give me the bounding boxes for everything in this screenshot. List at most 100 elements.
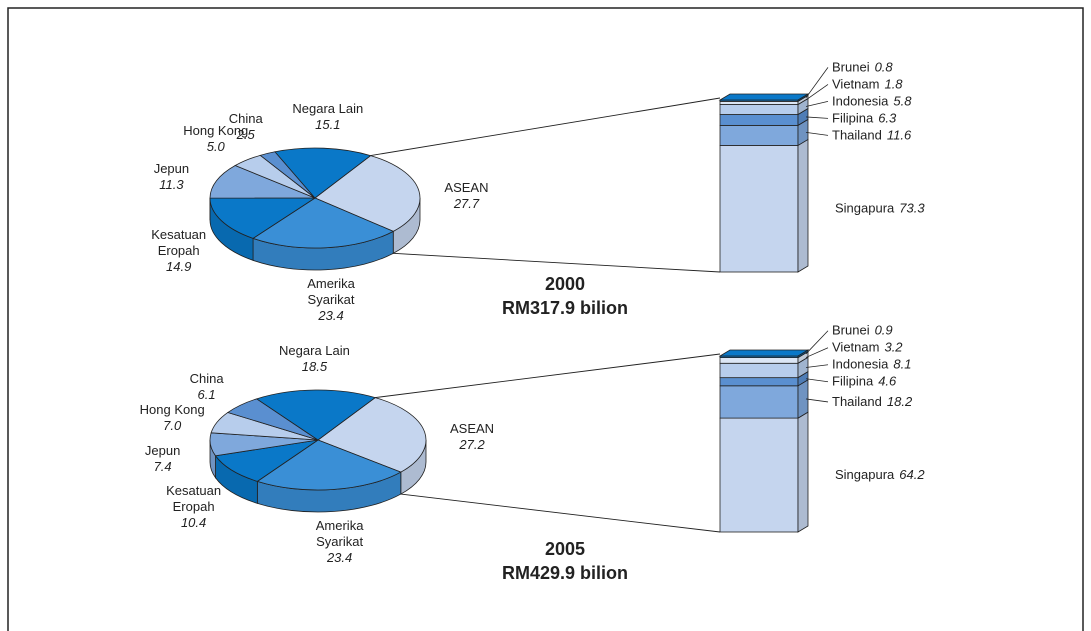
chart-subtitle: RM317.9 bilion [502, 298, 628, 318]
leader-line [805, 364, 829, 368]
bar-label: Vietnam 1.8 [832, 76, 903, 91]
bar-side-shade [798, 379, 808, 419]
slice-value: 5.0 [206, 138, 225, 154]
leader-line [805, 116, 829, 119]
slice [317, 397, 427, 473]
chart-subtitle: RM429.9 bilion [502, 563, 628, 583]
slice-label: Kesatuan Eropah 14.9 [140, 227, 218, 275]
slice-name: Jepun [144, 443, 181, 459]
slice-label: Hong Kong 5.0 [177, 123, 255, 155]
bar-side-shade [798, 371, 808, 386]
slice-value: 23.4 [326, 550, 353, 566]
slice-name: ASEAN [444, 180, 489, 196]
bar-side-shade [798, 98, 808, 115]
slice-side-shade [210, 440, 216, 478]
slice [314, 155, 421, 232]
bar-name: Vietnam [832, 76, 879, 91]
slice-name: Amerika Syarikat [307, 276, 355, 308]
slice-label: Jepun 11.3 [132, 161, 210, 193]
slice-label: ASEAN 27.7 [427, 180, 505, 212]
slice-label: Jepun 7.4 [124, 443, 202, 475]
slice-value: 11.3 [159, 177, 184, 193]
bar-segment [719, 100, 799, 105]
bar-name: Brunei [832, 323, 870, 338]
bar-segment [719, 104, 799, 115]
slice-side-shade [393, 198, 420, 254]
bar-label: Vietnam 3.2 [832, 340, 903, 355]
leader-line [805, 67, 829, 98]
slice [214, 439, 319, 482]
slice-label: ASEAN 27.2 [433, 421, 511, 453]
slice-name: ASEAN [450, 420, 495, 436]
slice-value: 6.1 [197, 386, 216, 402]
bar-side-shade [798, 95, 808, 105]
bar-value: 73.3 [899, 201, 925, 216]
slice-name: China [228, 110, 263, 126]
slice-value: 27.7 [453, 196, 480, 212]
bar-segment [719, 357, 799, 364]
bar-name: Thailand [832, 127, 882, 142]
slice [209, 165, 316, 199]
slice-label: Kesatuan Eropah 10.4 [155, 483, 233, 531]
slice-side-shade [257, 472, 401, 513]
bar-label: Thailand 11.6 [832, 127, 912, 142]
slice-label: Hong Kong 7.0 [133, 402, 211, 434]
bar-value: 0.9 [875, 323, 893, 338]
bar-name: Singapura [835, 467, 895, 482]
connector [400, 493, 721, 533]
slice-value: 10.4 [180, 514, 207, 530]
bar-top [718, 93, 810, 101]
bar-segment [719, 124, 799, 146]
bar-side-shade [798, 139, 808, 272]
bar-label: Thailand 18.2 [832, 394, 913, 409]
leader-line [805, 84, 829, 101]
slice-value: 2.5 [236, 126, 255, 142]
slice-label: Negara Lain 18.5 [275, 343, 353, 375]
bar-value: 5.8 [893, 93, 912, 108]
slice [256, 439, 402, 491]
slice-label: Amerika Syarikat 23.4 [301, 518, 379, 566]
bar-side-shade [798, 108, 808, 126]
bar-label: Singapura 64.2 [835, 467, 925, 482]
connector [375, 353, 721, 399]
connector [370, 97, 721, 157]
slice-side-shade [210, 198, 254, 261]
slice-label: Amerika Syarikat 23.4 [292, 276, 370, 324]
slice-name: Negara Lain [292, 101, 364, 117]
slice-name: Hong Kong [139, 402, 205, 418]
bar-value: 8.1 [893, 357, 911, 372]
bar-name: Thailand [832, 394, 882, 409]
slice-name: Kesatuan Eropah [166, 482, 222, 514]
bar-segment [719, 114, 799, 126]
bar-name: Indonesia [832, 93, 889, 108]
slice-value: 14.9 [166, 258, 192, 274]
slice-name: Amerika Syarikat [315, 518, 364, 550]
slice [274, 147, 372, 199]
slice [255, 389, 377, 441]
bar-name: Indonesia [832, 357, 889, 372]
slice [252, 197, 395, 249]
bar-side-shade [798, 119, 808, 146]
frame [7, 7, 1084, 631]
bar-side-shade [798, 412, 808, 532]
bar-name: Brunei [832, 59, 870, 74]
bar-name: Singapura [835, 201, 895, 216]
chart-title: 2000 [545, 274, 585, 294]
slice-value: 27.2 [459, 436, 485, 452]
bar-top [718, 349, 810, 357]
bar-value: 1.8 [884, 76, 903, 91]
bar-value: 11.6 [887, 127, 912, 142]
bar-segment [719, 385, 799, 419]
chart-title: 2005 [545, 539, 585, 559]
bar-name: Filipina [832, 110, 874, 125]
leader-line [805, 330, 829, 355]
slice-side-shade [215, 455, 258, 504]
bar-side-shade [798, 357, 808, 378]
bar-segment [719, 377, 799, 387]
leader-line [805, 378, 829, 383]
bar-label: Filipina 6.3 [832, 110, 897, 125]
bar-value: 4.6 [878, 374, 897, 389]
slice-label: China 2.5 [207, 111, 285, 143]
slice-name: Negara Lain [279, 343, 350, 359]
